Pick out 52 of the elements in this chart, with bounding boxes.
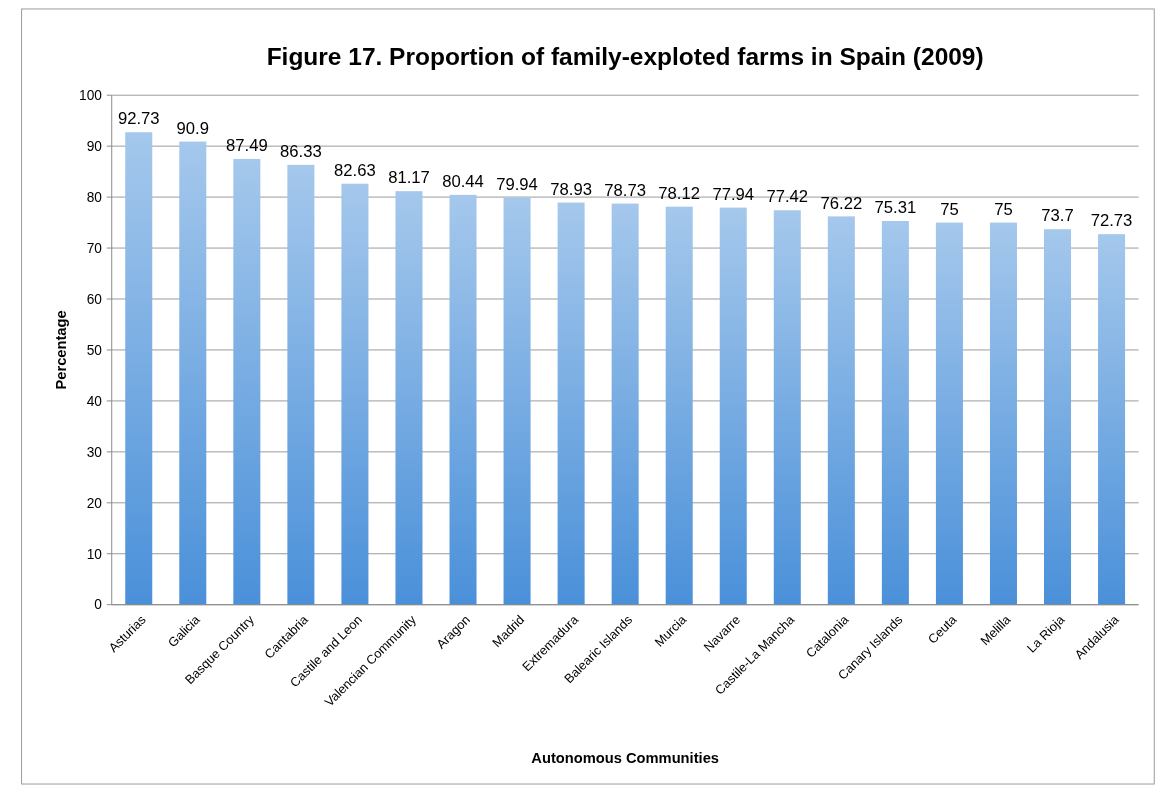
bar [557, 202, 585, 605]
y-tick-label: 0 [94, 597, 103, 613]
data-label: 78.12 [658, 183, 701, 203]
y-tick-label: 50 [86, 342, 103, 358]
bar [1098, 234, 1126, 605]
bar [1044, 229, 1072, 605]
bar [611, 203, 639, 605]
y-tick-label: 20 [86, 495, 103, 511]
bar [395, 191, 423, 605]
data-label: 80.44 [442, 172, 484, 192]
data-label: 82.63 [334, 160, 376, 180]
data-label: 75 [940, 199, 959, 219]
bar [935, 222, 963, 605]
data-label: 76.22 [820, 193, 863, 213]
bar [989, 222, 1017, 605]
data-label: 77.42 [766, 187, 809, 207]
bar [287, 164, 315, 605]
data-label: 78.73 [604, 180, 646, 200]
bar [719, 207, 747, 605]
chart-title: Figure 17. Proportion of family-exploted farms in Spain (2009) [266, 42, 984, 70]
bar [827, 216, 855, 605]
data-label: 79.94 [496, 174, 538, 194]
data-label: 75.31 [874, 198, 917, 218]
y-axis-title: Percentage [52, 310, 69, 390]
data-label: 77.94 [712, 184, 755, 204]
y-tick-label: 100 [79, 88, 103, 104]
bar [881, 221, 909, 605]
y-tick-label: 10 [86, 546, 103, 562]
bar [665, 206, 693, 605]
data-label: 75 [994, 199, 1013, 219]
y-tick-label: 90 [86, 138, 103, 154]
data-label: 87.49 [226, 136, 268, 156]
bar [503, 197, 531, 605]
data-label: 92.73 [117, 109, 160, 129]
y-tick-label: 80 [86, 189, 103, 205]
data-label: 73.7 [1041, 206, 1074, 226]
y-tick-label: 30 [86, 444, 103, 460]
x-axis-title: Autonomous Communities [531, 750, 719, 767]
bar [773, 210, 801, 605]
y-tick-label: 60 [86, 291, 103, 307]
data-label: 81.17 [388, 168, 430, 188]
data-label: 86.33 [280, 142, 322, 162]
y-tick-label: 70 [86, 240, 103, 256]
data-label: 72.73 [1090, 211, 1133, 231]
bar [341, 183, 369, 605]
bar [449, 194, 477, 605]
bar [179, 141, 207, 605]
bar [125, 132, 153, 605]
y-tick-label: 40 [86, 393, 103, 409]
data-label: 90.9 [176, 118, 209, 138]
data-label: 78.93 [550, 179, 592, 199]
bar [233, 158, 261, 605]
